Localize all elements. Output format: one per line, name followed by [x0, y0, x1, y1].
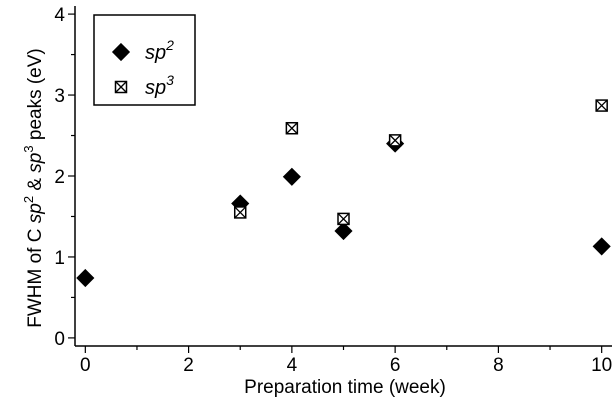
legend-label-sp3: sp3 — [145, 72, 174, 99]
legend-label-base: sp — [145, 42, 166, 64]
y-axis-title-term2: sp — [25, 153, 46, 173]
data-point-sp2 — [334, 221, 353, 241]
marker-cross-b — [595, 99, 608, 112]
x-tick-label: 2 — [183, 355, 194, 376]
legend-label-sup: 2 — [165, 37, 174, 53]
y-axis-title-suffix: peaks (eV) — [25, 48, 46, 145]
legend-label-sp2: sp2 — [145, 37, 174, 64]
data-point-sp2 — [282, 167, 301, 186]
data-point-sp3 — [285, 121, 299, 135]
axes: 0 2 4 6 8 10 0 1 2 3 4 — [54, 5, 612, 376]
x-axis-title: Preparation time (week) — [244, 377, 446, 398]
y-axis-title-term1-sup: 2 — [21, 196, 36, 203]
legend-marker-sp3 — [114, 80, 128, 94]
data-point-sp2 — [592, 237, 611, 256]
y-tick-label: 0 — [54, 329, 65, 350]
marker-cross-b — [115, 81, 127, 93]
legend-label-base: sp — [145, 77, 166, 99]
y-axis-title: FWHM of C sp2 & sp3 peaks (eV) — [21, 48, 46, 328]
series-sp2 — [76, 134, 611, 288]
y-axis-title-between: & — [25, 173, 46, 196]
y-axis-title-prefix: FWHM of C — [25, 223, 46, 328]
data-point-sp3 — [233, 206, 247, 219]
data-point-sp3 — [595, 99, 608, 112]
marker-cross-b — [234, 206, 247, 219]
y-tick-label: 2 — [54, 167, 65, 188]
x-tick-label: 0 — [80, 355, 91, 376]
y-axis-title-term1: sp — [25, 203, 46, 223]
marker-cross-b — [337, 212, 350, 225]
marker-cross-b — [285, 122, 298, 135]
data-point-sp3 — [388, 134, 402, 147]
legend-box — [93, 14, 196, 106]
x-tick-label: 6 — [390, 355, 401, 376]
series-sp3 — [233, 99, 608, 226]
x-tick-label: 8 — [493, 355, 504, 376]
legend-marker-sp2 — [111, 42, 131, 62]
data-point-sp2 — [76, 268, 95, 288]
marker-cross-b — [389, 134, 402, 147]
legend-label-sup: 3 — [166, 72, 174, 88]
y-tick-label: 3 — [54, 86, 65, 107]
x-tick-label: 10 — [591, 355, 612, 376]
x-tick-label: 4 — [287, 355, 298, 376]
y-tick-label: 4 — [54, 5, 65, 26]
data-point-sp3 — [337, 212, 350, 226]
data-points — [76, 99, 611, 288]
y-axis-title-term2-sup: 3 — [21, 145, 36, 152]
y-tick-label: 1 — [54, 248, 65, 269]
